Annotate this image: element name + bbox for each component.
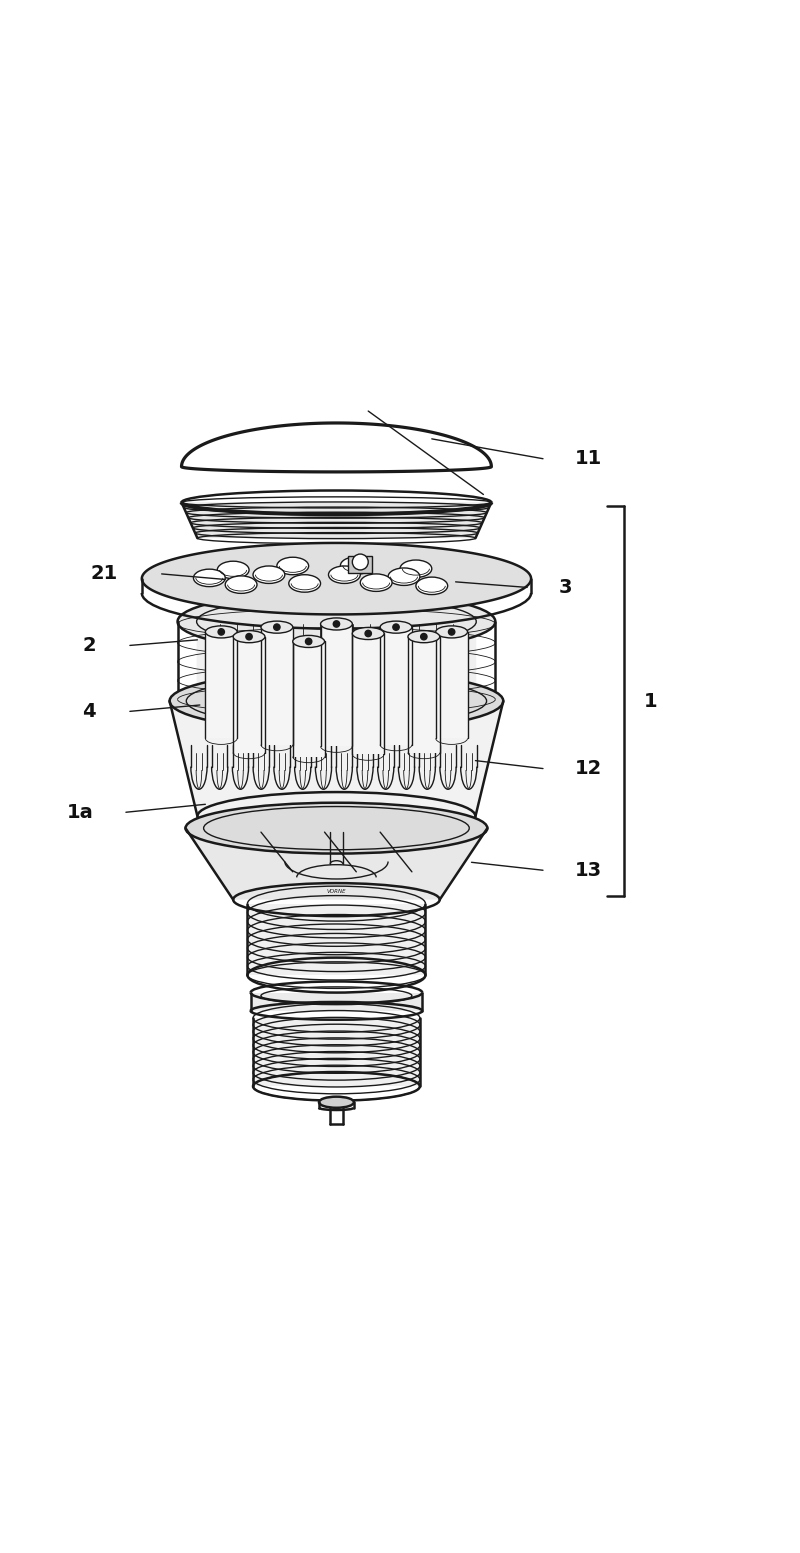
Ellipse shape	[352, 627, 384, 640]
Polygon shape	[293, 641, 325, 756]
Text: 21: 21	[90, 564, 118, 584]
Ellipse shape	[416, 578, 448, 595]
Ellipse shape	[408, 631, 440, 643]
Polygon shape	[352, 634, 384, 755]
Ellipse shape	[261, 621, 293, 634]
Ellipse shape	[289, 575, 321, 592]
Ellipse shape	[186, 803, 487, 854]
Polygon shape	[170, 700, 503, 817]
Polygon shape	[253, 1019, 420, 1087]
Text: 3: 3	[559, 578, 572, 596]
Text: 1: 1	[644, 691, 658, 711]
Text: 2: 2	[82, 635, 96, 655]
Polygon shape	[182, 422, 491, 472]
Circle shape	[246, 634, 252, 640]
Ellipse shape	[206, 626, 237, 638]
Circle shape	[218, 629, 225, 635]
Ellipse shape	[400, 561, 432, 578]
Circle shape	[352, 554, 368, 570]
Polygon shape	[250, 992, 422, 1011]
Text: 11: 11	[574, 449, 602, 467]
Text: 1a: 1a	[66, 803, 93, 822]
Text: 4: 4	[82, 702, 96, 721]
Circle shape	[449, 629, 455, 635]
Ellipse shape	[388, 568, 420, 585]
Ellipse shape	[277, 558, 309, 575]
Circle shape	[421, 634, 427, 640]
Circle shape	[334, 621, 340, 627]
Ellipse shape	[380, 621, 412, 634]
FancyBboxPatch shape	[348, 556, 372, 573]
Polygon shape	[182, 503, 491, 539]
Ellipse shape	[170, 671, 503, 731]
Circle shape	[393, 624, 399, 631]
Polygon shape	[436, 632, 467, 738]
Polygon shape	[142, 544, 531, 615]
Polygon shape	[233, 637, 265, 753]
Text: 13: 13	[574, 860, 602, 879]
Ellipse shape	[341, 558, 372, 575]
Polygon shape	[247, 904, 426, 975]
Ellipse shape	[319, 1096, 354, 1107]
Polygon shape	[321, 624, 352, 747]
Ellipse shape	[194, 568, 226, 587]
Ellipse shape	[218, 561, 249, 579]
Text: VORNE: VORNE	[326, 890, 346, 895]
Circle shape	[274, 624, 280, 631]
Text: 12: 12	[574, 759, 602, 778]
Ellipse shape	[178, 592, 495, 652]
Polygon shape	[197, 596, 476, 716]
Circle shape	[306, 638, 312, 644]
Ellipse shape	[436, 626, 467, 638]
Circle shape	[365, 631, 371, 637]
Polygon shape	[408, 637, 440, 753]
Ellipse shape	[293, 635, 325, 648]
Polygon shape	[186, 828, 487, 899]
Polygon shape	[261, 627, 293, 745]
Polygon shape	[206, 632, 237, 738]
Ellipse shape	[321, 618, 352, 631]
Ellipse shape	[329, 565, 360, 584]
Polygon shape	[380, 627, 412, 745]
Ellipse shape	[233, 631, 265, 643]
Ellipse shape	[360, 575, 392, 592]
Ellipse shape	[253, 565, 285, 584]
Ellipse shape	[226, 576, 257, 593]
